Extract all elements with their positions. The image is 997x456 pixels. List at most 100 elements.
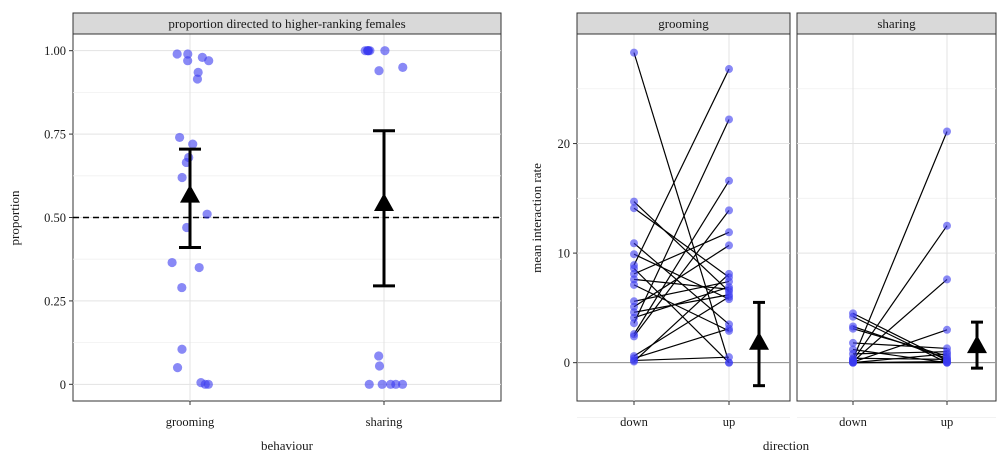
data-point-up-grooming [725,283,733,292]
data-point-grooming [175,132,185,143]
data-point-down-grooming [630,319,638,328]
connecting-line-grooming [633,244,730,308]
left-y-axis-title: proportion [7,190,22,245]
data-point-grooming [197,52,207,62]
data-point-grooming [202,209,212,219]
data-point-up-grooming [725,228,733,237]
x-tick-label: up [941,415,954,429]
data-point-grooming [177,172,187,183]
data-point-down-grooming [630,297,638,306]
summary-sharing-mean-marker [967,335,987,354]
data-point-up-sharing [943,221,951,230]
summary-grooming-mean-marker [180,184,200,203]
facet-sharing-strip-label: sharing [877,16,916,31]
facet-grooming-points [630,48,733,367]
data-point-grooming [177,344,187,354]
data-point-grooming [196,378,206,388]
y-tick-label: 0.75 [44,128,66,142]
data-point-down-grooming [630,313,638,322]
left-strip-label: proportion directed to higher-ranking fe… [168,16,405,31]
left-points [167,46,408,389]
facet-grooming-strip [576,12,791,35]
data-point-grooming [193,67,203,77]
data-point-up-grooming [725,115,733,124]
data-point-sharing [386,379,396,389]
connecting-line-grooming [633,268,730,364]
right-panel: grooming down up sharing down up 0 10 20 dir… [529,12,997,453]
right-y-axis: 0 10 20 [558,137,577,370]
data-point-up-grooming [725,176,733,185]
data-point-down-sharing [849,324,857,333]
data-point-down-grooming [630,204,638,213]
data-point-down-grooming [630,280,638,289]
data-point-up-sharing [943,358,951,367]
data-point-sharing [374,66,384,76]
data-point-down-grooming [630,308,638,317]
connecting-line-sharing [852,353,948,364]
data-point-down-grooming [630,269,638,278]
data-point-down-grooming [630,275,638,284]
left-summary [179,129,395,288]
data-point-up-sharing [943,127,951,136]
data-point-up-grooming [725,277,733,286]
left-x-axis-title: behaviour [261,438,314,453]
data-point-up-sharing [943,349,951,358]
data-point-sharing [364,379,374,389]
data-point-down-sharing [849,338,857,347]
data-point-down-grooming [630,264,638,273]
data-point-sharing [374,361,385,371]
y-tick-label: 10 [558,247,571,261]
connecting-line-sharing [852,278,948,363]
data-point-grooming [194,262,204,273]
data-point-up-grooming [725,358,733,367]
data-point-down-grooming [630,332,638,341]
facet-sharing: sharing down up [796,12,997,429]
summary-grooming-mean-marker [749,331,769,350]
connecting-line-grooming [633,68,730,266]
connecting-line-grooming [633,286,730,319]
connecting-line-grooming [633,273,730,363]
facet-sharing-x-axis: down up [839,401,953,429]
data-point-grooming [192,74,203,84]
data-point-grooming [183,56,193,66]
x-tick-label: up [723,415,736,429]
y-tick-label: 20 [558,137,571,151]
data-point-down-sharing [849,312,857,321]
data-point-down-grooming [630,357,638,366]
facet-sharing-lines [852,131,948,364]
connecting-line-grooming [633,231,730,275]
data-point-up-grooming [725,324,733,333]
data-point-sharing [380,46,390,56]
connecting-line-grooming [633,207,730,278]
x-tick-label: down [839,415,868,429]
facet-grooming-strip-label: grooming [658,16,709,31]
y-tick-label: 1.00 [44,44,66,58]
summary-sharing-mean-marker [374,192,394,211]
connecting-line-grooming [633,180,730,335]
right-y-axis-title: mean interaction rate [529,163,544,273]
facet-grooming-summary [749,300,769,388]
left-y-axis: 0 0.25 0.50 0.75 1.00 [44,44,73,392]
data-point-up-grooming [725,353,733,362]
connecting-line-sharing [852,329,948,363]
data-point-grooming [177,282,187,293]
connecting-line-grooming [633,356,730,362]
data-point-sharing [397,379,408,389]
left-panel: proportion directed to higher-ranking fe… [7,12,502,453]
connecting-line-grooming [633,278,730,290]
y-tick-label: 0.25 [44,294,66,308]
connecting-line-grooming [633,284,730,332]
connecting-line-sharing [852,225,948,361]
facet-grooming: grooming down up [576,12,791,429]
connecting-line-sharing [852,131,948,360]
data-point-down-grooming [630,250,638,259]
data-point-down-sharing [849,358,857,367]
data-point-up-grooming [725,292,733,301]
connecting-line-sharing [852,348,948,364]
data-point-up-sharing [943,325,951,334]
y-tick-label: 0 [60,378,66,392]
data-point-up-sharing [943,275,951,284]
y-tick-label: 0.50 [44,211,66,225]
data-point-sharing [374,351,384,361]
